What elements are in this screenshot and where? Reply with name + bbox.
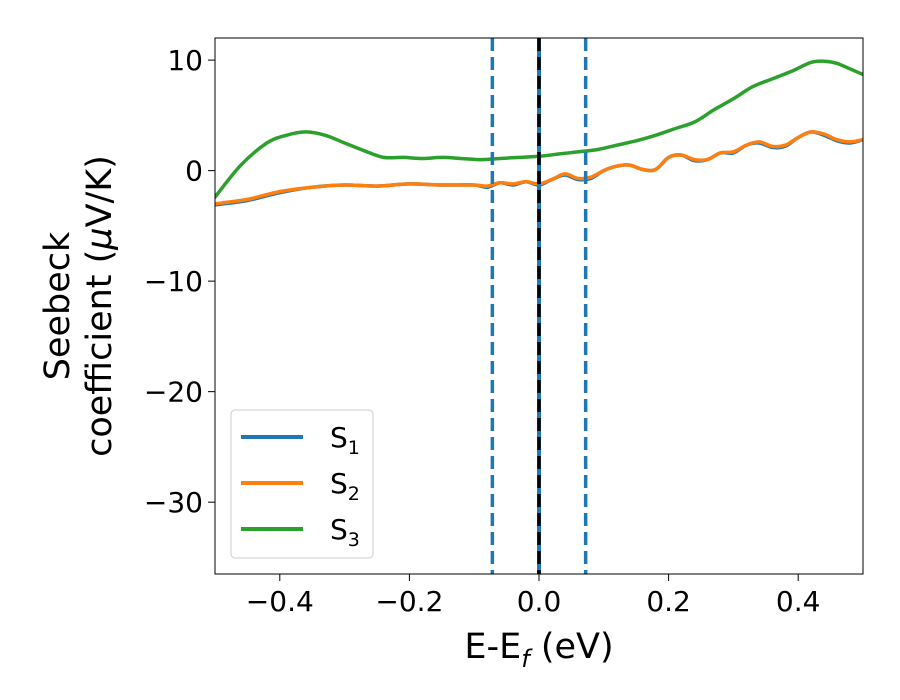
y-axis-title-line1: Seebeck bbox=[38, 231, 78, 380]
x-tick-label: 0.2 bbox=[646, 585, 691, 618]
x-axis-title: E-Ef (eV) bbox=[464, 627, 613, 673]
y-tick-label: 0 bbox=[185, 155, 203, 188]
series-layer bbox=[215, 59, 863, 207]
x-tick-label: −0.2 bbox=[375, 585, 443, 618]
vertical-lines-layer bbox=[490, 38, 588, 574]
x-tick-label: 0.4 bbox=[776, 585, 821, 618]
y-tick-label: −20 bbox=[144, 376, 203, 409]
y-tick-label: −30 bbox=[144, 486, 203, 519]
legend-label-s1: S1 bbox=[330, 421, 360, 459]
legend-label-s3: S3 bbox=[330, 513, 360, 551]
y-axis-title-line2: coefficient (μV/K) bbox=[80, 155, 120, 457]
x-tick-label: 0.0 bbox=[517, 585, 562, 618]
legend: S1 S2 S3 bbox=[230, 409, 374, 559]
x-tick-label: −0.4 bbox=[246, 585, 314, 618]
y-tick-label: 10 bbox=[167, 44, 203, 77]
y-axis-ticks: 10 0 −10 −20 −30 bbox=[144, 44, 215, 519]
y-axis-title: Seebeck coefficient (μV/K) bbox=[38, 155, 120, 457]
series-line-s3 bbox=[215, 59, 863, 199]
x-axis-ticks: −0.4 −0.2 0.0 0.2 0.4 bbox=[246, 574, 821, 618]
legend-label-s2: S2 bbox=[330, 467, 360, 505]
y-tick-label: −10 bbox=[144, 265, 203, 298]
series-line-s2 bbox=[215, 130, 863, 206]
